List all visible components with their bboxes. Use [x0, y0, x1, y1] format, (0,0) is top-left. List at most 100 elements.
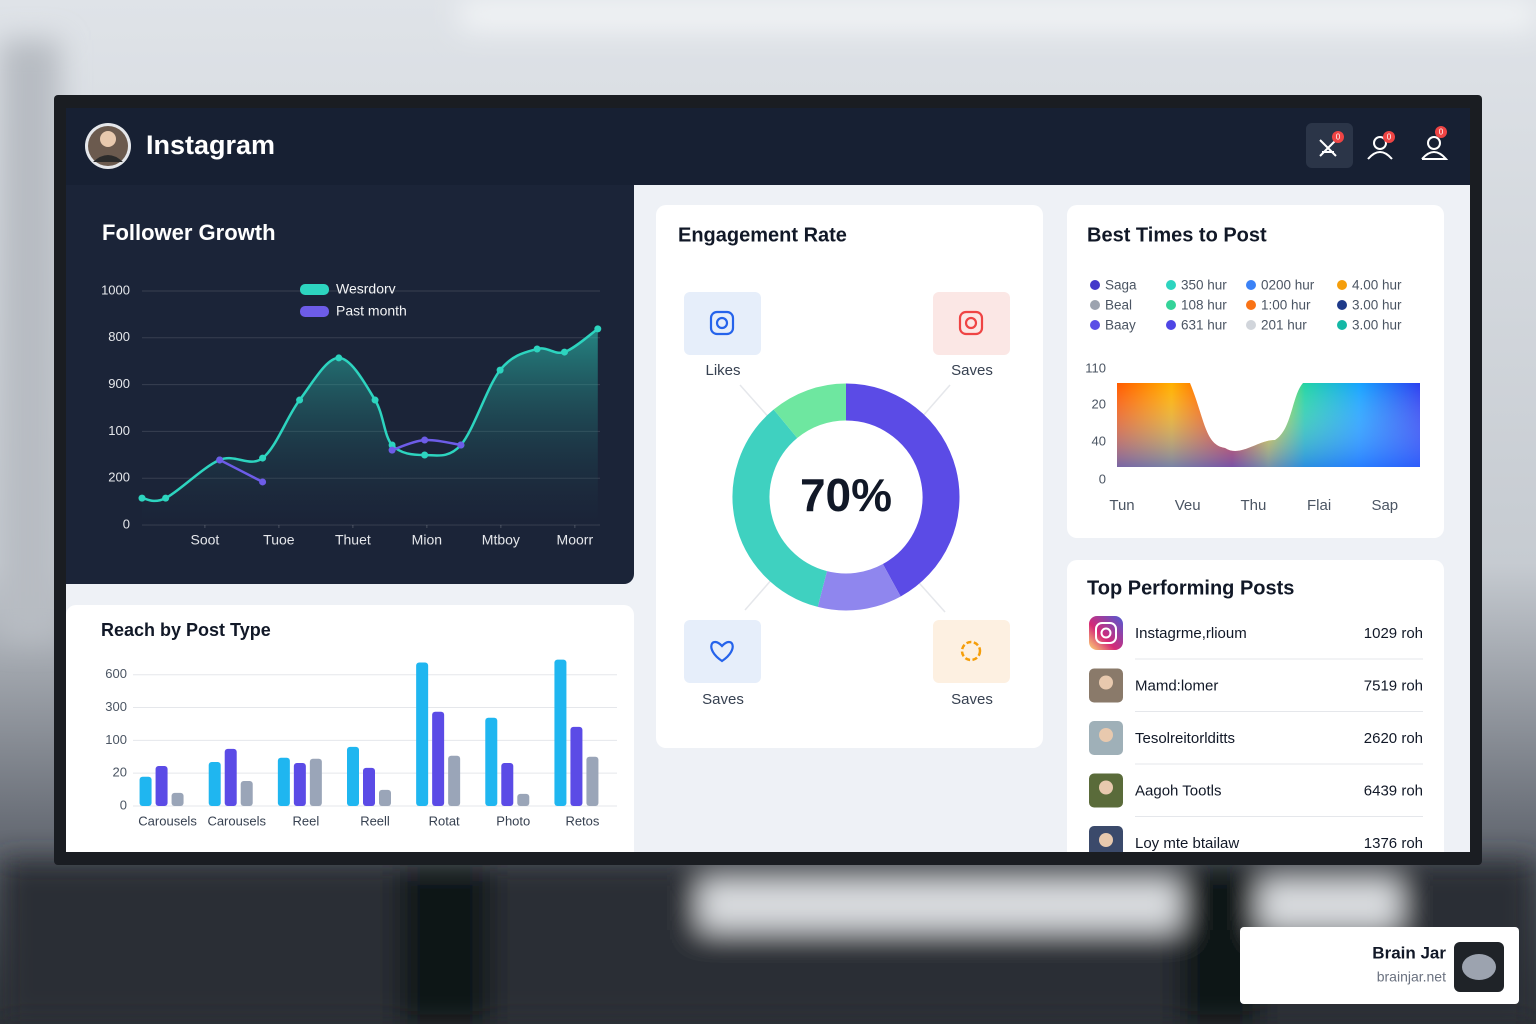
icon-profile-body[interactable] — [1421, 151, 1449, 160]
x-tick-label: Soot — [190, 532, 219, 548]
legend-swatch — [300, 306, 329, 317]
desk — [700, 880, 1400, 930]
bar — [347, 746, 359, 806]
best-times-card — [1067, 205, 1444, 538]
x-label: Thu — [1240, 497, 1266, 514]
y-tick-label: 800 — [108, 329, 130, 344]
watermark-name: Brain Jar — [1372, 943, 1446, 962]
y-tick-label: 200 — [108, 470, 130, 485]
post-name: Instagrme,rlioum — [1135, 625, 1247, 642]
legend-dot — [1337, 280, 1347, 290]
post-thumb — [1089, 616, 1123, 650]
y-tick-label: 600 — [105, 666, 127, 681]
x-tick-label: Mtboy — [482, 532, 520, 548]
point — [138, 494, 146, 502]
point — [496, 366, 504, 374]
area — [142, 328, 598, 525]
point — [296, 396, 304, 404]
y-label: 110 — [1085, 360, 1106, 375]
y-tick-label: 100 — [108, 423, 130, 438]
x-label: Tun — [1109, 497, 1134, 514]
point — [388, 446, 396, 454]
y-label: 0 — [1099, 471, 1106, 486]
x-tick-label: Moorr — [557, 532, 594, 548]
header-bar — [66, 108, 1470, 185]
point — [259, 478, 267, 486]
bar — [309, 758, 322, 806]
post-name: Tesolreitorlditts — [1135, 730, 1235, 747]
post-name: Loy mte btailaw — [1135, 835, 1239, 852]
post-value: 1376 roh — [1364, 835, 1423, 852]
point — [594, 325, 602, 333]
tile-icon — [715, 316, 729, 330]
post-value: 7519 roh — [1364, 677, 1423, 694]
bar — [363, 767, 375, 806]
watermark-box — [1240, 927, 1519, 1004]
legend-label: Baay — [1105, 318, 1136, 333]
badge-count: 0 — [1439, 128, 1444, 137]
point — [457, 441, 465, 449]
x-label: Sap — [1371, 497, 1398, 514]
y-tick-label: 20 — [113, 765, 127, 780]
card-title: Follower Growth — [102, 220, 276, 245]
bar — [155, 765, 168, 806]
point — [421, 436, 429, 444]
post-value: 6439 roh — [1364, 782, 1423, 799]
icon-profile[interactable] — [1427, 136, 1441, 150]
post-name: Mamd:lomer — [1135, 677, 1218, 694]
donut-segment — [732, 409, 828, 607]
post-thumb-face — [1099, 675, 1113, 690]
bar — [554, 659, 567, 806]
y-tick-label: 900 — [108, 376, 130, 391]
y-tick-label: 100 — [105, 732, 127, 747]
legend-dot — [1090, 300, 1100, 310]
legend-label: 3.00 hur — [1352, 298, 1402, 313]
y-label: 20 — [1092, 396, 1106, 411]
bar — [448, 755, 461, 806]
point — [216, 456, 224, 464]
legend-dot — [1337, 320, 1347, 330]
post-thumb-icon — [1095, 622, 1117, 644]
post-thumb-face — [1099, 780, 1113, 795]
icon-user-body[interactable] — [1367, 151, 1393, 160]
legend-dot — [1166, 280, 1176, 290]
card-title: Best Times to Post — [1087, 224, 1267, 246]
legend-dot — [1166, 320, 1176, 330]
tile-label: Saves — [951, 362, 993, 379]
legend-dot — [1090, 320, 1100, 330]
bar — [208, 762, 221, 806]
y-tick-label: 0 — [123, 516, 130, 531]
metric-tile — [933, 292, 1010, 355]
tile-icon — [958, 310, 984, 336]
header-icons[interactable] — [1319, 136, 1449, 160]
badge — [1435, 126, 1447, 138]
badge — [1383, 131, 1395, 143]
legend-swatch — [300, 284, 329, 295]
point — [533, 345, 541, 353]
post-value: 2620 roh — [1364, 730, 1423, 747]
legend-label: Wesrdorv — [336, 281, 396, 297]
tile-label: Saves — [702, 691, 744, 708]
donut-segment — [817, 563, 901, 611]
badge-count: 0 — [1387, 133, 1392, 142]
app-title: Instagram — [146, 130, 275, 160]
icon-user[interactable] — [1373, 136, 1387, 150]
point — [388, 441, 396, 449]
legend-dot — [1337, 300, 1347, 310]
post-thumb-face — [1099, 728, 1113, 742]
legend-dot — [1166, 300, 1176, 310]
bar — [416, 662, 429, 806]
card-title: Top Performing Posts — [1087, 577, 1294, 599]
bar — [277, 757, 290, 806]
x-label: Veu — [1175, 497, 1201, 514]
heatmap — [1117, 383, 1420, 467]
card-title: Engagement Rate — [678, 224, 847, 246]
x-tick-label: Photo — [496, 813, 530, 828]
bar — [240, 781, 253, 806]
avatar-face — [100, 131, 116, 147]
icon-tools[interactable] — [1319, 139, 1337, 157]
legend-label: 3.00 hur — [1352, 318, 1402, 333]
x-tick-label: Rotat — [429, 813, 460, 828]
